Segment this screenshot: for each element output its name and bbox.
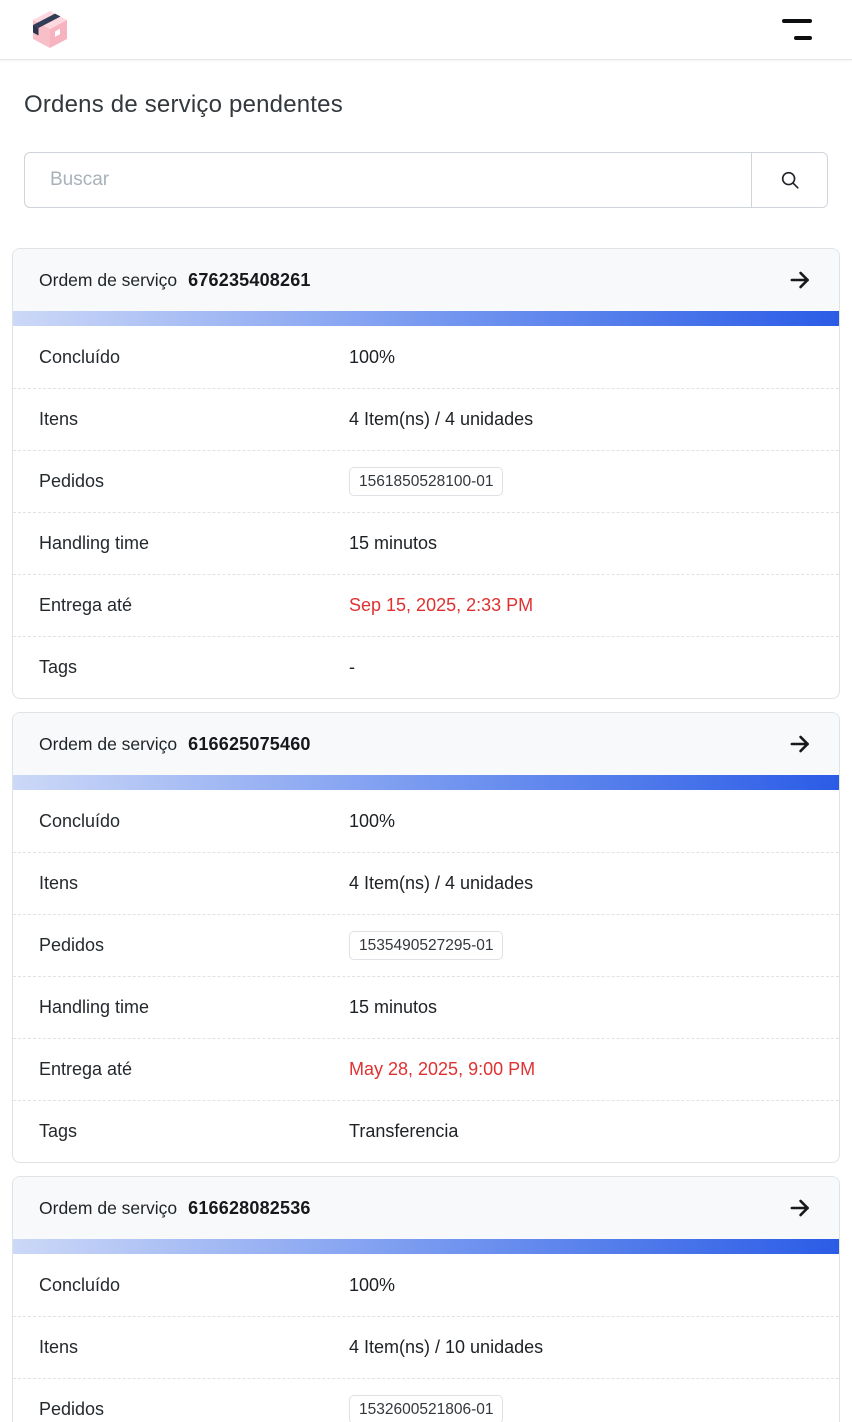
order-field-row: Handling time 15 minutos — [13, 512, 839, 574]
due-date-value: Sep 15, 2025, 2:33 PM — [349, 595, 534, 615]
order-field-row: Tags - — [13, 636, 839, 698]
search-input[interactable] — [25, 153, 751, 207]
app-logo[interactable] — [26, 6, 74, 54]
order-label: Ordem de serviço — [39, 1197, 178, 1218]
field-label: Concluído — [39, 810, 121, 831]
field-value: 4 Item(ns) / 4 unidades — [349, 873, 534, 893]
field-value: 100% — [349, 810, 396, 831]
order-field-row: Concluído 100% — [13, 1254, 839, 1316]
order-id-badge[interactable]: 1561850528100-01 — [349, 466, 504, 497]
field-value: - — [349, 657, 355, 677]
order-field-row: Entrega até Sep 15, 2025, 2:33 PM — [13, 574, 839, 636]
field-label: Itens — [39, 873, 79, 893]
order-label: Ordem de serviço — [39, 269, 178, 290]
order-number: 616628082536 — [188, 1197, 311, 1218]
top-navigation-bar — [0, 0, 852, 60]
order-field-row: Tags Transferencia — [13, 1100, 839, 1162]
order-card-header[interactable]: Ordem de serviço 676235408261 — [13, 249, 839, 311]
field-label: Itens — [39, 1337, 79, 1357]
order-card: Ordem de serviço 616625075460 Concluído … — [12, 712, 840, 1163]
order-id-badge[interactable]: 1535490527295-01 — [349, 930, 504, 961]
order-field-row: Concluído 100% — [13, 326, 839, 388]
open-order-button[interactable] — [787, 731, 813, 757]
due-date-value: May 28, 2025, 9:00 PM — [349, 1059, 536, 1079]
field-label: Handling time — [39, 997, 150, 1017]
progress-bar — [13, 311, 839, 326]
package-box-icon — [33, 10, 67, 48]
order-card-header[interactable]: Ordem de serviço 616628082536 — [13, 1177, 839, 1239]
search-button[interactable] — [751, 153, 827, 207]
field-label: Tags — [39, 1121, 78, 1141]
order-number: 676235408261 — [188, 269, 311, 290]
field-value: 100% — [349, 346, 396, 367]
field-value: 4 Item(ns) / 10 unidades — [349, 1337, 544, 1357]
field-value: 100% — [349, 1274, 396, 1295]
hamburger-bar-bottom — [794, 36, 812, 40]
order-field-row: Entrega até May 28, 2025, 9:00 PM — [13, 1038, 839, 1100]
field-value: 15 minutos — [349, 997, 438, 1017]
arrow-right-icon — [790, 735, 809, 753]
order-number: 616625075460 — [188, 733, 311, 754]
order-field-row: Itens 4 Item(ns) / 10 unidades — [13, 1316, 839, 1378]
field-value: 15 minutos — [349, 533, 438, 553]
order-field-row: Pedidos 1535490527295-01 — [13, 914, 839, 976]
field-label: Entrega até — [39, 1059, 133, 1079]
field-label: Concluído — [39, 346, 121, 367]
field-label: Itens — [39, 409, 79, 429]
order-card: Ordem de serviço 676235408261 Concluído … — [12, 248, 840, 699]
arrow-right-icon — [790, 1199, 809, 1217]
order-field-row: Pedidos 1561850528100-01 — [13, 450, 839, 512]
field-label: Entrega até — [39, 595, 133, 615]
open-order-button[interactable] — [787, 1195, 813, 1221]
main-content: Ordens de serviço pendentes Ordem de ser… — [0, 60, 852, 1422]
field-label: Pedidos — [39, 1399, 105, 1419]
field-value: Transferencia — [349, 1121, 459, 1141]
field-label: Pedidos — [39, 471, 105, 491]
field-label: Handling time — [39, 533, 150, 553]
field-label: Tags — [39, 657, 78, 677]
order-card: Ordem de serviço 616628082536 Concluído … — [12, 1176, 840, 1422]
open-order-button[interactable] — [787, 267, 813, 293]
arrow-right-icon — [790, 271, 809, 289]
search-icon — [781, 171, 799, 189]
order-field-row: Itens 4 Item(ns) / 4 unidades — [13, 852, 839, 914]
hamburger-menu-button[interactable] — [782, 15, 812, 44]
order-field-row: Handling time 15 minutos — [13, 976, 839, 1038]
page-title: Ordens de serviço pendentes — [24, 91, 343, 118]
hamburger-bar-top — [782, 19, 812, 23]
order-label: Ordem de serviço — [39, 733, 178, 754]
order-card-list: Ordem de serviço 676235408261 Concluído … — [12, 248, 840, 1422]
search-bar — [24, 152, 828, 208]
order-field-row: Itens 4 Item(ns) / 4 unidades — [13, 388, 839, 450]
order-field-row: Concluído 100% — [13, 790, 839, 852]
order-field-row: Pedidos 1532600521806-01 — [13, 1378, 839, 1422]
order-id-badge[interactable]: 1532600521806-01 — [349, 1394, 504, 1422]
order-card-header[interactable]: Ordem de serviço 616625075460 — [13, 713, 839, 775]
field-value: 4 Item(ns) / 4 unidades — [349, 409, 534, 429]
field-label: Concluído — [39, 1274, 121, 1295]
progress-bar — [13, 1239, 839, 1254]
field-label: Pedidos — [39, 935, 105, 955]
progress-bar — [13, 775, 839, 790]
